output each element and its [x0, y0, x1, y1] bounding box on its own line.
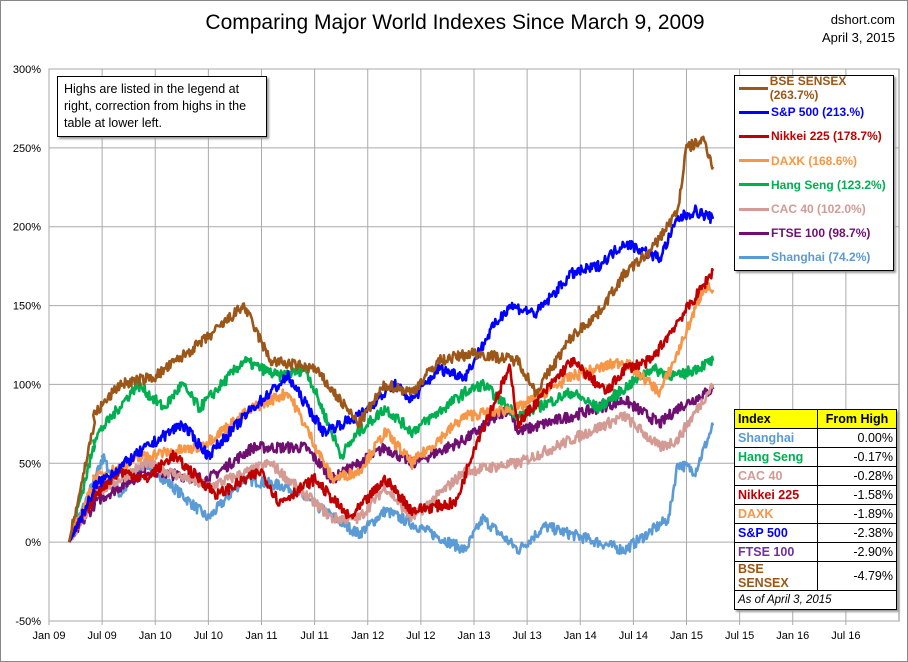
from-high-table: Index From High Shanghai 0.00% Hang Seng -0… [734, 409, 897, 610]
x-tick-label: Jul 13 [512, 630, 541, 642]
x-tick-label: Jan 11 [245, 630, 277, 642]
legend-label: BSE SENSEX (263.7%) [769, 74, 847, 103]
legend-swatch [739, 134, 769, 138]
from-high-value: -1.58% [817, 485, 897, 505]
series-line-shanghai [67, 422, 715, 556]
source-label: dshort.com [830, 12, 895, 27]
index-name: BSE SENSEX [734, 561, 818, 591]
y-tick-label: 100% [13, 379, 41, 391]
series-line-nikkei-225 [67, 267, 715, 543]
legend-label: Hang Seng (123.2%) [771, 177, 886, 192]
legend-label: Nikkei 225 (178.7%) [771, 129, 882, 144]
table-header-row: Index From High [734, 409, 897, 429]
source-block: dshort.com April 3, 2015 [822, 11, 895, 47]
x-tick-label: Jul 16 [831, 630, 860, 642]
x-tick-label: Jul 09 [87, 630, 116, 642]
from-high-value: -4.79% [817, 561, 897, 591]
legend-item: CAC 40 (102.0%) [735, 197, 893, 221]
legend-label: CAC 40 (102.0%) [771, 202, 866, 217]
header-index: Index [734, 409, 818, 429]
index-name: DAXK [734, 504, 818, 524]
legend-swatch [739, 159, 769, 163]
table-row: Hang Seng -0.17% [734, 447, 897, 467]
table-footer: As of April 3, 2015 [734, 590, 897, 610]
legend-swatch [739, 110, 769, 114]
legend: BSE SENSEX (263.7%) S&P 500 (213.%) Nikkei… [734, 74, 894, 271]
series-line-cac-40 [67, 382, 715, 543]
x-tick-label: Jan 12 [351, 630, 384, 642]
from-high-value: 0.00% [817, 428, 897, 448]
legend-item: S&P 500 (213.%) [735, 100, 893, 124]
x-tick-label: Jan 16 [776, 630, 809, 642]
table-row: Nikkei 225 -1.58% [734, 485, 897, 505]
legend-swatch [739, 231, 769, 235]
from-high-value: -2.38% [817, 523, 897, 543]
from-high-value: -0.28% [817, 466, 897, 486]
index-name: Nikkei 225 [734, 485, 818, 505]
legend-label: Shanghai (74.2%) [771, 250, 871, 265]
legend-label: DAXK (168.6%) [771, 153, 858, 168]
annotation-box: Highs are listed in the legend at right,… [57, 76, 267, 137]
series-line-bse-sensex [67, 135, 715, 543]
y-tick-label: 150% [13, 301, 41, 313]
x-tick-label: Jan 09 [32, 630, 65, 642]
series-line-hang-seng [67, 355, 715, 543]
y-tick-label: 0% [25, 537, 41, 549]
date-label: April 3, 2015 [822, 30, 895, 45]
from-high-value: -2.90% [817, 542, 897, 562]
y-tick-label: 50% [19, 458, 41, 470]
legend-item: Nikkei 225 (178.7%) [735, 124, 893, 148]
x-tick-label: Jul 10 [194, 630, 223, 642]
legend-label: FTSE 100 (98.7%) [771, 226, 871, 241]
index-name: Shanghai [734, 428, 818, 448]
y-tick-label: 250% [13, 143, 41, 155]
legend-item: FTSE 100 (98.7%) [735, 221, 893, 245]
table-row: FTSE 100 -2.90% [734, 542, 897, 562]
legend-swatch [739, 255, 769, 259]
legend-swatch [739, 183, 769, 187]
legend-swatch [739, 86, 768, 90]
x-tick-label: Jan 15 [670, 630, 703, 642]
x-tick-label: Jan 13 [457, 630, 490, 642]
x-tick-label: Jan 10 [139, 630, 172, 642]
legend-item: Shanghai (74.2%) [735, 245, 893, 269]
index-name: S&P 500 [734, 523, 818, 543]
legend-swatch [739, 207, 769, 211]
from-high-value: -1.89% [817, 504, 897, 524]
index-name: CAC 40 [734, 466, 818, 486]
y-tick-label: -50% [15, 616, 41, 628]
table-row: DAXK -1.89% [734, 504, 897, 524]
legend-label: S&P 500 (213.%) [771, 105, 865, 120]
x-tick-label: Jul 15 [725, 630, 754, 642]
x-tick-label: Jan 14 [564, 630, 597, 642]
legend-item: BSE SENSEX (263.7%) [735, 74, 893, 103]
chart-title: Comparing Major World Indexes Since Marc… [205, 11, 705, 34]
index-name: FTSE 100 [734, 542, 818, 562]
legend-item: DAXK (168.6%) [735, 149, 893, 173]
table-row: BSE SENSEX -4.79% [734, 561, 897, 591]
table-row: Shanghai 0.00% [734, 428, 897, 448]
x-tick-label: Jul 12 [406, 630, 435, 642]
legend-item: Hang Seng (123.2%) [735, 173, 893, 197]
index-name: Hang Seng [734, 447, 818, 467]
table-row: S&P 500 -2.38% [734, 523, 897, 543]
table-row: CAC 40 -0.28% [734, 466, 897, 486]
x-tick-label: Jul 14 [619, 630, 648, 642]
from-high-value: -0.17% [817, 447, 897, 467]
header-from-high: From High [817, 409, 897, 429]
y-tick-label: 200% [13, 222, 41, 234]
x-tick-label: Jul 11 [300, 630, 329, 642]
y-tick-label: 300% [13, 64, 41, 76]
